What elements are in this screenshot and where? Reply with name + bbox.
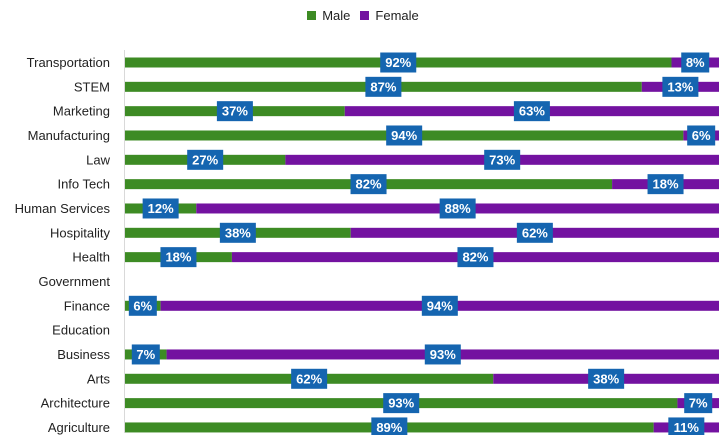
data-label-box-male-stem xyxy=(365,76,402,97)
category-label-marketing: Marketing xyxy=(53,104,110,119)
data-label-male-transportation: 92% xyxy=(385,55,411,70)
data-label-box-male-finance xyxy=(128,295,157,316)
data-label-female-arts: 38% xyxy=(593,371,619,386)
category-label-transportation: Transportation xyxy=(27,55,110,70)
data-label-box-female-agriculture xyxy=(668,417,705,435)
data-label-box-male-hospitality xyxy=(219,222,256,243)
category-label-law: Law xyxy=(86,152,110,167)
data-label-box-female-health xyxy=(457,247,494,268)
data-label-box-female-stem xyxy=(662,76,699,97)
legend-item-male: Male xyxy=(307,8,350,23)
legend-swatch-female xyxy=(360,11,370,20)
data-label-female-info-tech: 18% xyxy=(653,177,679,192)
legend-item-female: Female xyxy=(360,8,419,23)
data-label-male-finance: 6% xyxy=(133,298,152,313)
category-label-government: Government xyxy=(38,274,110,289)
category-label-info-tech: Info Tech xyxy=(57,177,110,192)
category-label-hospitality: Hospitality xyxy=(50,225,110,240)
category-label-agriculture: Agriculture xyxy=(48,420,110,435)
data-label-box-male-health xyxy=(160,247,197,268)
category-label-architecture: Architecture xyxy=(41,396,110,411)
category-label-arts: Arts xyxy=(87,371,111,386)
category-label-education: Education xyxy=(52,323,110,338)
data-label-box-female-law xyxy=(484,149,521,170)
category-label-stem: STEM xyxy=(74,79,110,94)
data-label-male-business: 7% xyxy=(136,347,155,362)
data-label-male-human-services: 12% xyxy=(148,201,174,216)
data-label-male-info-tech: 82% xyxy=(356,177,382,192)
data-label-box-female-hospitality xyxy=(516,222,553,243)
data-label-male-stem: 87% xyxy=(370,79,396,94)
data-label-box-male-law xyxy=(187,149,224,170)
data-label-female-transportation: 8% xyxy=(686,55,705,70)
data-label-box-female-business xyxy=(424,344,461,365)
data-label-female-finance: 94% xyxy=(427,298,453,313)
data-label-box-male-human-services xyxy=(142,198,179,219)
data-label-box-male-arts xyxy=(291,368,328,389)
data-label-female-human-services: 88% xyxy=(445,201,471,216)
data-label-female-manufacturing: 6% xyxy=(692,128,711,143)
data-label-female-business: 93% xyxy=(430,347,456,362)
data-label-box-female-marketing xyxy=(513,101,550,122)
data-label-box-female-human-services xyxy=(439,198,476,219)
data-label-box-male-manufacturing xyxy=(386,125,423,146)
legend-label-female: Female xyxy=(375,8,419,23)
legend-label-male: Male xyxy=(322,8,351,23)
data-label-male-manufacturing: 94% xyxy=(391,128,417,143)
data-label-box-female-finance xyxy=(421,295,458,316)
data-label-box-male-business xyxy=(131,344,160,365)
data-label-male-health: 18% xyxy=(165,250,191,265)
data-label-female-stem: 13% xyxy=(667,79,693,94)
data-label-male-arts: 62% xyxy=(296,371,322,386)
data-label-box-male-agriculture xyxy=(371,417,408,435)
legend-swatch-male xyxy=(307,11,317,20)
data-label-male-law: 27% xyxy=(192,152,218,167)
data-label-box-female-architecture xyxy=(684,393,713,414)
data-label-female-architecture: 7% xyxy=(689,396,708,411)
data-label-box-male-transportation xyxy=(380,52,417,73)
data-label-box-male-architecture xyxy=(383,393,420,414)
data-label-female-law: 73% xyxy=(489,152,515,167)
legend: Male Female xyxy=(0,8,726,23)
category-label-manufacturing: Manufacturing xyxy=(28,128,110,143)
data-label-male-hospitality: 38% xyxy=(225,225,251,240)
data-label-female-agriculture: 11% xyxy=(674,420,700,435)
data-label-box-male-marketing xyxy=(216,101,253,122)
category-label-health: Health xyxy=(72,250,110,265)
data-label-box-male-info-tech xyxy=(350,174,387,195)
category-label-finance: Finance xyxy=(64,298,110,313)
data-label-female-marketing: 63% xyxy=(519,104,545,119)
data-label-male-agriculture: 89% xyxy=(376,420,402,435)
data-label-female-health: 82% xyxy=(462,250,488,265)
category-label-human-services: Human Services xyxy=(15,201,111,216)
data-label-box-female-manufacturing xyxy=(687,125,716,146)
data-label-box-female-transportation xyxy=(681,52,710,73)
category-label-business: Business xyxy=(57,347,110,362)
data-label-male-marketing: 37% xyxy=(222,104,248,119)
data-label-box-female-arts xyxy=(588,368,625,389)
data-label-box-female-info-tech xyxy=(647,174,684,195)
data-label-female-hospitality: 62% xyxy=(522,225,548,240)
data-label-male-architecture: 93% xyxy=(388,396,414,411)
